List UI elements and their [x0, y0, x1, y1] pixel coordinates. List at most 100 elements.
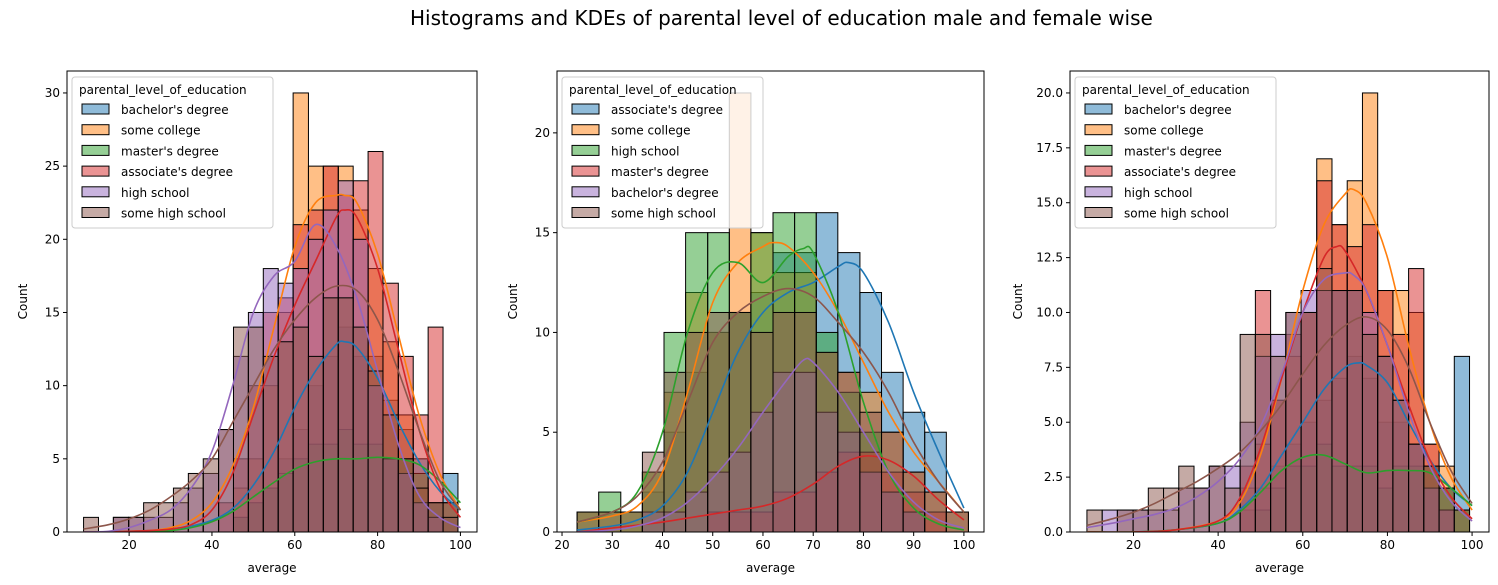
legend-entry: associate's degree — [121, 165, 233, 179]
legend-entry: associate's degree — [1124, 165, 1236, 179]
legend-swatch — [1084, 186, 1113, 198]
x-tick-label: 60 — [755, 538, 770, 552]
plot-area — [83, 92, 462, 532]
kde-line — [577, 261, 965, 531]
histogram-bar — [1285, 311, 1302, 532]
legend-swatch — [571, 103, 600, 115]
y-tick-label: 5 — [52, 452, 60, 466]
legend-swatch — [81, 144, 110, 156]
legend-swatch — [571, 207, 600, 218]
x-tick-label: 60 — [1295, 538, 1310, 552]
histogram-bar — [262, 355, 279, 532]
histogram-bar — [292, 326, 309, 532]
histogram-bar — [337, 297, 354, 532]
kde-line — [83, 223, 461, 532]
y-tick-label: 30 — [45, 86, 60, 100]
legend-title: parental_level_of_education — [569, 83, 737, 97]
legend: parental_level_of_education bachelor's de… — [71, 76, 274, 229]
histogram-bar — [1086, 509, 1103, 532]
x-tick-label: 80 — [370, 538, 385, 552]
legend-swatch — [81, 186, 110, 198]
histogram-bar — [1408, 443, 1425, 532]
legend-swatch — [1084, 165, 1113, 177]
y-tick-label: 7.5 — [1044, 360, 1063, 374]
y-tick-label: 10 — [45, 379, 60, 393]
y-tick-label: 15.0 — [1036, 196, 1063, 210]
x-tick-label: 80 — [1380, 538, 1395, 552]
x-tick-label: 90 — [906, 538, 921, 552]
legend-entry: high school — [121, 186, 189, 200]
kde-line — [576, 245, 965, 531]
histogram-bar — [794, 311, 817, 532]
y-tick-label: 15 — [535, 226, 550, 240]
y-tick-label: 0 — [542, 525, 550, 539]
axes-frame — [1069, 70, 1490, 533]
legend-swatch — [571, 144, 600, 156]
y-tick-label: 5 — [542, 425, 550, 439]
legend-entry: some college — [611, 124, 690, 138]
legend: parental_level_of_education bachelor's de… — [1074, 76, 1277, 229]
series-some-high-school — [576, 311, 969, 532]
y-tick-label: 17.5 — [1036, 141, 1063, 155]
plot-area — [1086, 92, 1473, 532]
x-tick-label: 40 — [1210, 538, 1225, 552]
histogram-bar — [1132, 509, 1149, 532]
y-tick-label: 0 — [52, 525, 60, 539]
y-tick-label: 5.0 — [1044, 415, 1063, 429]
figure-title: Histograms and KDEs of parental level of… — [410, 6, 1153, 30]
kde-line — [577, 357, 965, 532]
legend-swatch — [571, 186, 600, 198]
x-tick-label: 80 — [856, 538, 871, 552]
histogram-bar — [1147, 487, 1165, 532]
histogram-bar — [750, 331, 774, 532]
y-tick-label: 12.5 — [1036, 251, 1063, 265]
legend-entry: bachelor's degree — [611, 186, 719, 200]
histogram-bar — [307, 355, 324, 532]
x-tick-label: 20 — [554, 538, 569, 552]
histogram-bar — [397, 458, 414, 532]
legend-swatch — [571, 124, 600, 136]
y-axis-label: Count — [16, 283, 30, 319]
histogram-bar — [412, 487, 429, 532]
y-axis-label: Count — [506, 283, 520, 319]
legend-swatch — [81, 124, 110, 136]
y-tick-label: 10.0 — [1036, 305, 1063, 319]
histogram-bar — [728, 311, 752, 532]
legend-swatch — [1084, 103, 1113, 115]
axes-frame — [556, 70, 985, 533]
legend-entry: master's degree — [1124, 144, 1222, 158]
histogram-bar — [322, 297, 339, 532]
legend-entry: some high school — [121, 207, 226, 221]
plot-area — [576, 92, 969, 532]
kde-line — [1086, 244, 1473, 532]
y-axis-label: Count — [1011, 283, 1025, 319]
histogram-bar — [1178, 465, 1195, 532]
legend-box — [71, 76, 274, 229]
legend-swatch — [1084, 144, 1113, 156]
y-tick-label: 2.5 — [1044, 470, 1063, 484]
kde-line — [576, 287, 965, 523]
histogram-bar — [382, 414, 399, 532]
axes-3: 20 40 60 80 100 0.0 2.5 5.0 7.5 10.0 12.5 15.0 17.5 2… — [1011, 70, 1490, 575]
x-tick-label: 60 — [287, 538, 302, 552]
histogram-bar — [427, 326, 444, 532]
kde-line — [83, 284, 462, 530]
x-tick-label: 100 — [449, 538, 472, 552]
legend-entry: associate's degree — [611, 103, 723, 117]
legend-entry: some high school — [611, 207, 716, 221]
y-tick-label: 20 — [535, 126, 550, 140]
legend-swatch — [81, 103, 110, 115]
x-axis-label: average — [1255, 561, 1304, 575]
kde-line — [1086, 316, 1473, 527]
histogram-bar — [1346, 290, 1363, 532]
legend-entry: bachelor's degree — [121, 103, 229, 117]
x-tick-label: 50 — [705, 538, 720, 552]
axes-frame — [66, 70, 478, 533]
x-tick-label: 40 — [655, 538, 670, 552]
legend-swatch — [1084, 207, 1113, 218]
legend-swatch — [1084, 124, 1113, 136]
histogram-bar — [859, 411, 883, 532]
x-tick-label: 40 — [204, 538, 219, 552]
y-tick-label: 0.0 — [1044, 525, 1063, 539]
